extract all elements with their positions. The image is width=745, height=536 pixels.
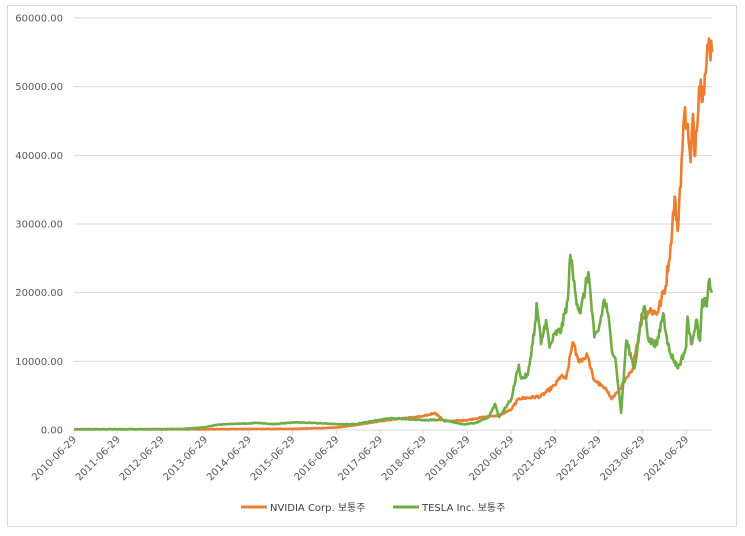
y-tick-label: 60000.00 <box>15 14 63 25</box>
x-tick-label: 2014-06-29 <box>205 434 254 483</box>
x-tick-label: 2012-06-29 <box>118 434 167 483</box>
x-tick-label: 2013-06-29 <box>161 434 210 483</box>
y-axis: 0.00 10000.00 20000.00 30000.00 40000.00 5000… <box>15 14 63 437</box>
x-tick-label: 2010-06-29 <box>30 434 79 483</box>
y-tick-label: 10000.00 <box>15 357 63 368</box>
y-tick-label: 20000.00 <box>15 288 63 299</box>
series-lines <box>73 37 714 431</box>
x-tick-label: 2023-06-29 <box>599 434 648 483</box>
x-tick-label: 2017-06-29 <box>336 434 385 483</box>
y-tick-label: 50000.00 <box>15 82 63 93</box>
x-axis: 2010-06-292011-06-292012-06-292013-06-29… <box>30 430 691 483</box>
legend-label-tesla: TESLA Inc. 보통주 <box>421 502 505 514</box>
legend: NVIDIA Corp. 보통주 TESLA Inc. 보통주 <box>241 502 505 514</box>
y-tick-label: 40000.00 <box>15 151 63 162</box>
x-tick-label: 2020-06-29 <box>468 434 517 483</box>
chart-frame <box>7 5 737 527</box>
x-tick-label: 2024-06-29 <box>642 434 691 483</box>
legend-label-nvidia: NVIDIA Corp. 보통주 <box>270 502 365 514</box>
x-tick-label: 2016-06-29 <box>293 434 342 483</box>
x-tick-label: 2022-06-29 <box>555 434 604 483</box>
y-tick-label: 0.00 <box>41 426 63 437</box>
x-tick-label: 2018-06-29 <box>380 434 429 483</box>
x-tick-label: 2021-06-29 <box>511 434 560 483</box>
series-line-tesla <box>73 253 714 431</box>
x-tick-label: 2011-06-29 <box>74 434 123 483</box>
x-tick-label: 2015-06-29 <box>249 434 298 483</box>
x-tick-label: 2019-06-29 <box>424 434 473 483</box>
y-tick-label: 30000.00 <box>15 220 63 231</box>
